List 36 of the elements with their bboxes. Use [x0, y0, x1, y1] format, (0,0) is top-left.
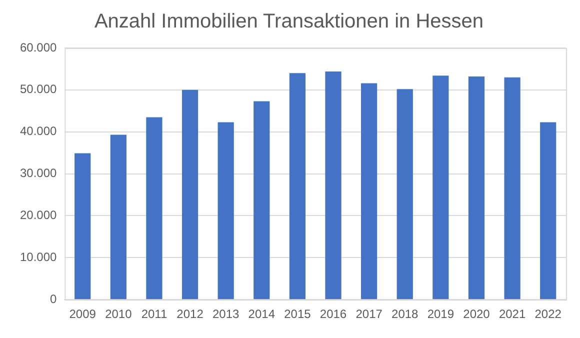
x-tick-label: 2013 — [212, 307, 240, 322]
x-tick-label: 2018 — [392, 307, 419, 322]
x-tick-label: 2014 — [248, 307, 276, 322]
x-tick-label: 2017 — [356, 307, 383, 322]
bar — [468, 76, 485, 300]
y-tick-label: 40.000 — [20, 124, 58, 138]
x-tick-label: 2009 — [69, 307, 96, 322]
bar — [146, 117, 162, 300]
bar — [361, 83, 378, 300]
x-tick-label: 2019 — [427, 307, 454, 322]
x-tick-label: 2016 — [320, 307, 347, 322]
y-tick-label: 20.000 — [20, 208, 58, 222]
x-tick-label: 2022 — [534, 307, 562, 322]
bar — [110, 134, 126, 300]
y-tick-label: 60.000 — [20, 40, 58, 54]
y-tick-label: 0 — [50, 292, 58, 306]
bar — [289, 73, 306, 300]
chart-title: Anzahl Immobilien Transaktionen in Hessen — [94, 10, 484, 33]
bar — [74, 153, 91, 300]
y-tick-label: 50.000 — [20, 82, 58, 96]
x-tick-label: 2012 — [176, 307, 204, 322]
x-tick-label: 2011 — [141, 307, 168, 322]
bar — [182, 90, 198, 300]
x-tick-label: 2020 — [463, 307, 490, 322]
y-tick-label: 10.000 — [20, 250, 58, 264]
y-tick-label: 30.000 — [20, 166, 58, 180]
bar — [218, 122, 234, 300]
bar — [540, 122, 556, 300]
bar — [325, 71, 342, 300]
bar — [432, 76, 449, 300]
bar — [504, 77, 520, 300]
x-tick-label: 2021 — [498, 307, 526, 322]
x-tick-label: 2015 — [284, 307, 312, 322]
x-tick-label: 2010 — [105, 307, 132, 322]
bar — [254, 101, 270, 300]
bar — [396, 89, 413, 300]
